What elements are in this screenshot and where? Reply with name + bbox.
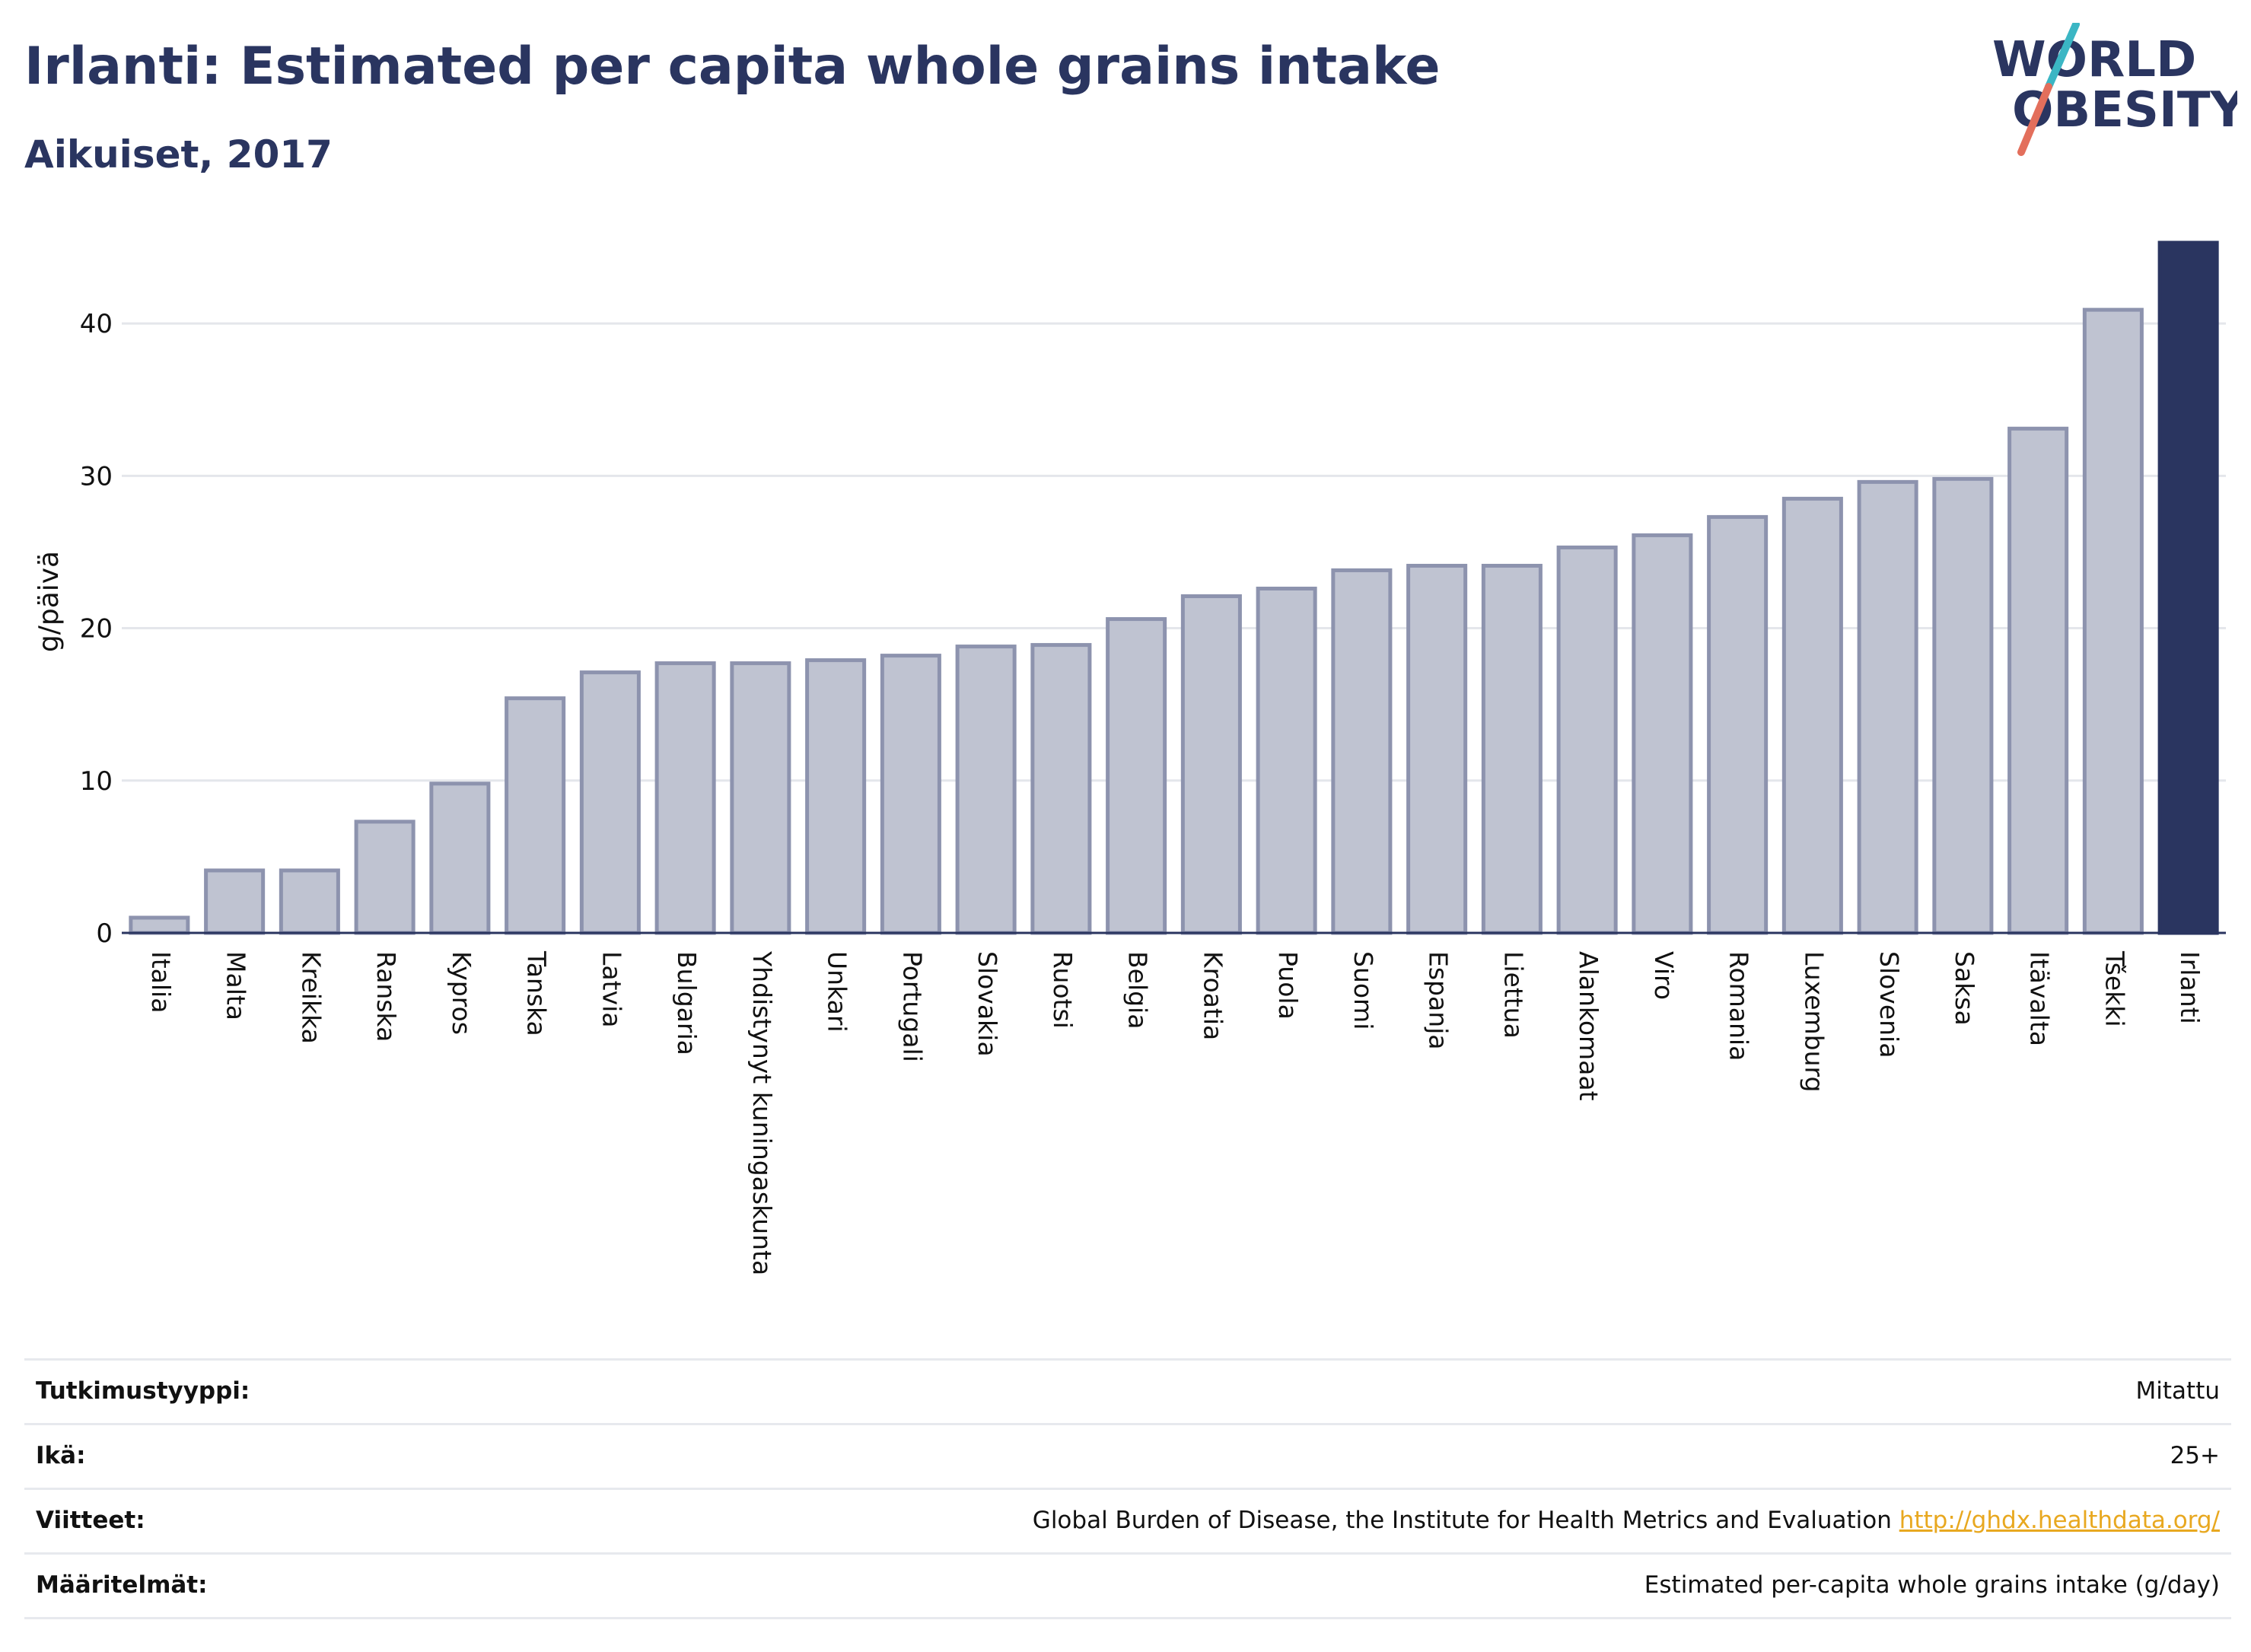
x-tick-label: Kroatia [1198,951,1227,1040]
bar-suomi[interactable] [1331,568,1393,935]
x-tick-label: Ranska [371,951,401,1042]
reference-text: Global Burden of Disease, the Institute … [1032,1507,1892,1534]
y-tick-label: 0 [96,918,113,949]
bar-ranska[interactable] [354,820,415,935]
info-label: Viitteet: [36,1507,145,1534]
x-tick-label: Romania [1724,951,1754,1061]
y-axis-ticks: 0 10 20 30 40 [80,309,113,949]
info-row-study-type: Tutkimustyyppi: Mitattu [24,1358,2231,1423]
bar-slovakia[interactable] [955,645,1017,935]
bar-kypros[interactable] [429,781,491,935]
info-value: 25+ [2170,1442,2220,1469]
bar-itävalta[interactable] [2007,426,2069,935]
bar-yhdistynyt-kuningaskunta[interactable] [730,661,791,935]
x-tick-label: Saksa [1950,951,1979,1026]
bar-irlanti[interactable] [2157,240,2219,935]
x-tick-label: Puola [1273,951,1303,1020]
info-row-references: Viitteet: Global Burden of Disease, the … [24,1488,2231,1552]
bar-belgia[interactable] [1106,617,1167,935]
page-title: Irlanti: Estimated per capita whole grai… [24,37,1441,97]
logo-slash-coral [2017,83,2052,156]
reference-link[interactable]: http://ghdx.healthdata.org/ [1899,1507,2220,1534]
bars [129,240,2219,935]
x-tick-label: Liettua [1498,951,1528,1039]
x-tick-label: Kypros [447,951,476,1035]
x-tick-label: Italia [146,951,176,1013]
info-label: Määritelmät: [36,1571,208,1599]
bar-luxemburg[interactable] [1781,496,1843,935]
x-tick-label: Unkari [823,951,852,1033]
info-value: Global Burden of Disease, the Institute … [1033,1507,2220,1534]
x-tick-label: Ruotsi [1048,951,1078,1029]
bar-espanja[interactable] [1406,563,1468,935]
x-tick-label: Bulgaria [672,951,702,1055]
bar-italia[interactable] [129,915,190,935]
x-tick-label: Tanska [522,950,552,1036]
bar-chart: 0 10 20 30 40 Italia Malta Kreikka Ranska Kypros… [33,240,2226,1275]
bar-unkari[interactable] [805,658,867,935]
info-row-definitions: Määritelmät: Estimated per-capita whole … [24,1552,2231,1619]
bar-latvia[interactable] [579,670,641,935]
info-label: Ikä: [36,1442,86,1469]
x-tick-label: Slovenia [1874,951,1904,1058]
bar-liettua[interactable] [1481,563,1543,935]
x-tick-label: Itävalta [2025,951,2055,1046]
bar-kroatia[interactable] [1180,594,1242,935]
page-subtitle: Aikuiset, 2017 [24,132,333,177]
info-value: Estimated per-capita whole grains intake… [1644,1571,2220,1599]
y-axis-label: g/päivä [33,551,65,652]
info-value: Mitattu [2135,1377,2220,1405]
x-tick-label: Malta [221,951,251,1020]
x-tick-label: Latvia [597,951,626,1027]
x-tick-label: Tšekki [2100,950,2129,1027]
bar-puola[interactable] [1256,587,1317,935]
bar-bulgaria[interactable] [654,661,716,935]
info-row-age: Ikä: 25+ [24,1423,2231,1488]
bar-tanska[interactable] [505,696,566,935]
world-obesity-logo: WORLD OBESITY [1992,23,2237,156]
y-tick-label: 30 [80,461,113,492]
logo-slash-teal [2045,23,2080,91]
x-tick-label: Suomi [1348,951,1378,1030]
bar-malta[interactable] [204,868,266,935]
x-tick-label: Belgia [1123,951,1153,1029]
info-table: Tutkimustyyppi: Mitattu Ikä: 25+ Viittee… [24,1358,2231,1619]
bar-tšekki[interactable] [2082,307,2144,935]
bar-alankomaat[interactable] [1556,545,1618,935]
x-tick-label: Kreikka [296,951,326,1044]
bar-kreikka[interactable] [279,868,340,935]
x-tick-label: Irlanti [2175,951,2205,1024]
bar-viro[interactable] [1632,533,1693,935]
x-tick-label: Alankomaat [1574,951,1603,1101]
x-tick-label: Luxemburg [1799,951,1829,1092]
logo-text-world: WORLD [1992,32,2196,88]
info-label: Tutkimustyyppi: [36,1377,250,1405]
bar-ruotsi[interactable] [1030,643,1092,935]
x-tick-label: Espanja [1424,951,1453,1050]
bar-romania[interactable] [1707,514,1769,935]
x-tick-label: Viro [1649,951,1679,1000]
x-tick-label: Slovakia [973,951,1002,1057]
bar-portugali[interactable] [880,654,941,935]
bar-slovenia[interactable] [1857,479,1918,935]
bar-saksa[interactable] [1932,476,1994,935]
y-tick-label: 10 [80,766,113,797]
y-tick-label: 20 [80,614,113,645]
x-tick-label: Portugali [897,951,927,1062]
x-axis-ticks: Italia Malta Kreikka Ranska Kypros Tanska Latv… [146,950,2205,1275]
x-tick-label: Yhdistynyt kuningaskunta [747,950,777,1275]
y-tick-label: 40 [80,309,113,339]
